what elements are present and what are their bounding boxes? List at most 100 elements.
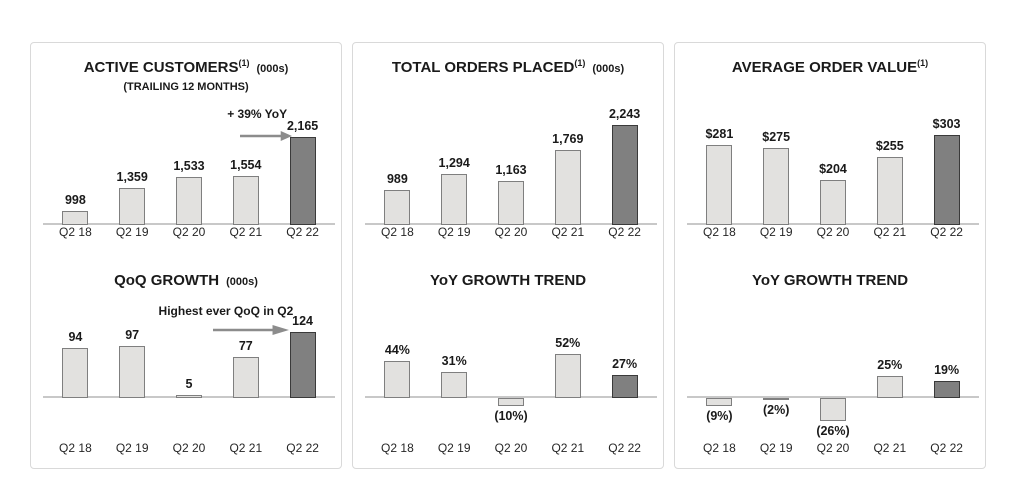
plot-area: Highest ever QoQ in Q2 94 97 5 77 124 — [43, 304, 335, 441]
bar-value-label: 52% — [555, 336, 581, 350]
bar-column: 97 — [104, 314, 161, 441]
category-label: Q2 19 — [759, 225, 793, 240]
bar-value-label: $204 — [819, 162, 847, 177]
category-label: Q2 19 — [437, 225, 471, 240]
category-label: Q2 19 — [759, 441, 793, 455]
bar-value-label: (9%) — [706, 409, 733, 423]
bar-value-label: 77 — [238, 339, 253, 353]
category-label: Q2 18 — [381, 225, 414, 240]
bar-column: (9%) — [691, 314, 748, 441]
bar-column: 1,359 — [104, 103, 161, 226]
bar — [876, 376, 903, 398]
bar-column: 124 — [274, 314, 331, 441]
title-footnote-superscript: (1) — [238, 58, 250, 68]
bar-value-label: 124 — [292, 314, 314, 328]
bar — [62, 211, 89, 226]
bar-value-label: $275 — [762, 130, 791, 145]
chart-title-row: ACTIVE CUSTOMERS(1) (000s) — [31, 58, 341, 79]
bar — [175, 177, 202, 226]
bar-column: $275 — [748, 103, 805, 226]
chart-title: AVERAGE ORDER VALUE — [731, 59, 918, 76]
plot-area: + 39% YoY 998 1,359 1,533 1,554 2,165 — [43, 103, 335, 226]
plot-area: (9%) (2%) (26%) 25% 19% — [687, 314, 979, 441]
bar-column: 31% — [426, 314, 483, 441]
spacer — [31, 93, 341, 103]
title-footnote-superscript: (1) — [574, 58, 586, 68]
chart-subtitle: (TRAILING 12 MONTHS) — [123, 81, 249, 93]
bar — [175, 395, 202, 398]
bar — [876, 157, 903, 226]
bar-value-label: 2,165 — [286, 119, 319, 134]
bar-column: $281 — [691, 103, 748, 226]
axis-baseline — [687, 396, 979, 398]
bar — [119, 188, 146, 226]
chart-qoq-growth: QoQ GROWTH (000s) Highest ever QoQ in Q2 … — [31, 249, 341, 468]
category-label: Q2 20 — [816, 441, 850, 455]
bar-value-label: 97 — [125, 328, 140, 342]
bar-value-label: 94 — [68, 330, 83, 344]
panel-active-customers: ACTIVE CUSTOMERS(1) (000s) (TRAILING 12 M… — [30, 42, 342, 469]
category-label: Q2 19 — [115, 441, 149, 455]
bar-column: 1,533 — [161, 103, 218, 226]
bar — [706, 398, 733, 406]
bar-value-label: 1,769 — [552, 132, 584, 147]
chart-average-order-value: AVERAGE ORDER VALUE(1) $281 $275 $204 $255 $… — [675, 43, 985, 249]
chart-title-row: YoY GROWTH TREND — [353, 271, 663, 291]
bar — [554, 354, 581, 398]
axis-baseline — [365, 396, 657, 398]
chart-aov-yoy-growth-trend: YoY GROWTH TREND (9%) (2%) (26%) 25% 19% Q2 … — [675, 249, 985, 468]
bar — [819, 180, 846, 226]
bar-value-label: 1,554 — [230, 158, 262, 173]
bar-column: 1,554 — [217, 103, 274, 226]
bar-highlighted — [289, 332, 316, 398]
bar-value-label: 1,294 — [438, 156, 470, 171]
bar-highlighted — [933, 135, 960, 226]
dashboard: ACTIVE CUSTOMERS(1) (000s) (TRAILING 12 M… — [30, 42, 986, 469]
category-label: Q2 19 — [437, 441, 471, 455]
bar-value-label: 1,533 — [173, 159, 205, 174]
bar-value-label: 998 — [64, 193, 86, 208]
bar-value-label: 5 — [185, 377, 193, 391]
chart-title-row: QoQ GROWTH (000s) — [31, 271, 341, 292]
bar-column: $303 — [918, 103, 975, 226]
bar-column: 77 — [217, 314, 274, 441]
category-label: Q2 22 — [608, 441, 641, 455]
chart-title: QoQ GROWTH — [114, 272, 220, 290]
panel-average-order-value: AVERAGE ORDER VALUE(1) $281 $275 $204 $255 $… — [674, 42, 986, 469]
bar — [62, 348, 89, 398]
bar — [497, 181, 524, 226]
chart-title: TOTAL ORDERS PLACED — [391, 59, 575, 76]
bar-value-label: 19% — [934, 363, 960, 377]
category-label: Q2 22 — [608, 225, 641, 240]
category-label: Q2 20 — [494, 225, 528, 240]
chart-title-row: AVERAGE ORDER VALUE(1) — [675, 58, 985, 78]
bar-column: 998 — [47, 103, 104, 226]
category-label: Q2 18 — [703, 441, 736, 455]
bar — [384, 190, 411, 226]
bar — [441, 174, 468, 226]
bar — [554, 150, 581, 226]
spacer — [353, 79, 663, 103]
panel-total-orders: TOTAL ORDERS PLACED(1) (000s) 989 1,294 1,1… — [352, 42, 664, 469]
category-label: Q2 18 — [381, 441, 414, 455]
category-label: Q2 20 — [494, 441, 528, 455]
bar-column: 25% — [861, 314, 918, 441]
chart-active-customers: ACTIVE CUSTOMERS(1) (000s) (TRAILING 12 M… — [31, 43, 341, 249]
chart-total-orders-placed: TOTAL ORDERS PLACED(1) (000s) 989 1,294 1,1… — [353, 43, 663, 249]
category-axis: Q2 18 Q2 19 Q2 20 Q2 21 Q2 22 — [47, 225, 331, 241]
bar-column: 94 — [47, 314, 104, 441]
annotation-text: + 39% YoY — [227, 107, 288, 122]
bar-value-label: 2,243 — [608, 107, 641, 122]
bar — [497, 398, 524, 406]
bar-column: 27% — [596, 314, 653, 441]
bar-column: 1,294 — [426, 103, 483, 226]
plot-area: 44% 31% (10%) 52% 27% — [365, 314, 657, 441]
bar — [706, 145, 733, 226]
bar-highlighted — [611, 375, 638, 398]
category-label: Q2 21 — [873, 225, 907, 240]
right-arrow-icon — [239, 131, 292, 142]
category-label: Q2 22 — [286, 225, 319, 240]
category-label: Q2 18 — [59, 441, 92, 455]
bar-value-label: 44% — [384, 343, 410, 357]
category-label: Q2 22 — [930, 225, 963, 240]
